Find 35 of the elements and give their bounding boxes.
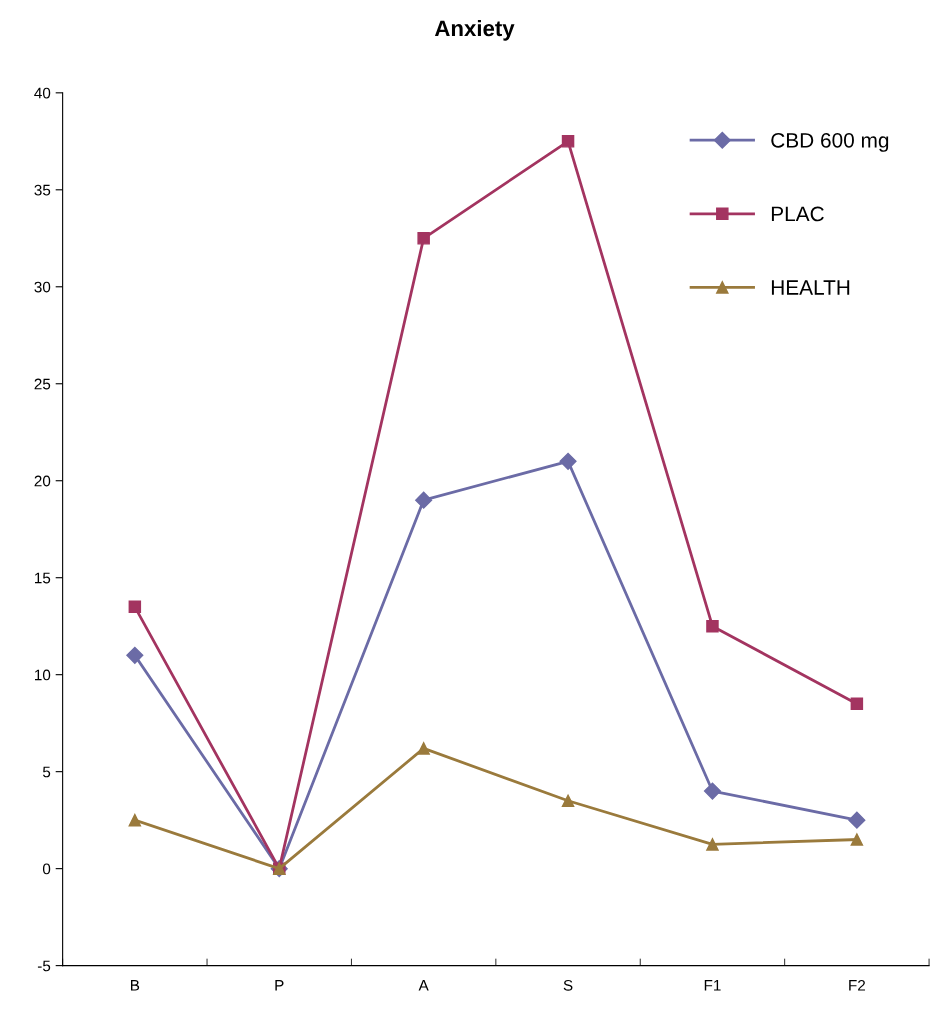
point bbox=[561, 135, 575, 148]
y-tick-label: 40 bbox=[34, 87, 51, 99]
legend-label: CBD 600 mg bbox=[771, 132, 889, 152]
legend-label: PLAC bbox=[771, 206, 824, 222]
x-tick-label: F1 bbox=[704, 980, 721, 991]
point bbox=[417, 232, 430, 245]
point bbox=[703, 782, 722, 800]
x-tick-label: B bbox=[130, 980, 140, 991]
y-tick-label: 25 bbox=[34, 378, 51, 390]
x-tick-label: P bbox=[275, 980, 284, 991]
point bbox=[848, 811, 866, 829]
point bbox=[561, 794, 575, 808]
y-tick-label: 20 bbox=[34, 475, 51, 487]
point bbox=[559, 452, 577, 470]
point bbox=[128, 600, 142, 614]
point bbox=[706, 619, 719, 633]
point bbox=[850, 833, 864, 846]
chart-title: Anxiety bbox=[434, 19, 515, 41]
y-tick-label: 5 bbox=[42, 766, 51, 778]
point bbox=[850, 697, 864, 711]
y-tick-label: 15 bbox=[35, 572, 51, 584]
point bbox=[417, 742, 430, 755]
point bbox=[126, 646, 144, 664]
point bbox=[706, 838, 719, 851]
legend-label: HEALTH bbox=[771, 280, 850, 295]
y-tick-label: 30 bbox=[34, 281, 51, 293]
y-tick-label: 10 bbox=[35, 669, 51, 681]
point bbox=[128, 813, 142, 827]
x-tick-label: S bbox=[563, 979, 573, 991]
x-tick-label: F2 bbox=[849, 979, 866, 991]
point bbox=[415, 491, 433, 509]
x-tick-label: A bbox=[418, 980, 429, 991]
y-tick-label: 35 bbox=[34, 184, 51, 196]
y-tick-label: 0 bbox=[42, 863, 51, 875]
y-tick-label: -5 bbox=[37, 960, 51, 972]
